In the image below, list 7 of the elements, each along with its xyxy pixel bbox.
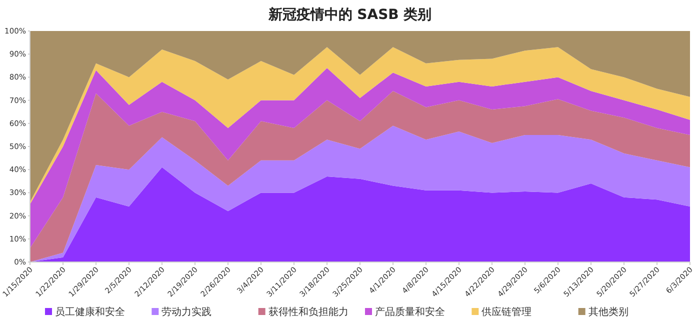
legend-label: 其他类别 <box>588 306 628 318</box>
legend-label: 劳动力实践 <box>162 306 212 318</box>
legend-label: 获得性和负担能力 <box>268 306 348 318</box>
chart-title: 新冠疫情中的 SASB 类别 <box>267 6 432 23</box>
legend-label: 供应链管理 <box>482 306 532 318</box>
legend-label: 产品质量和安全 <box>375 306 445 318</box>
legend-label: 员工健康和安全 <box>55 306 125 318</box>
